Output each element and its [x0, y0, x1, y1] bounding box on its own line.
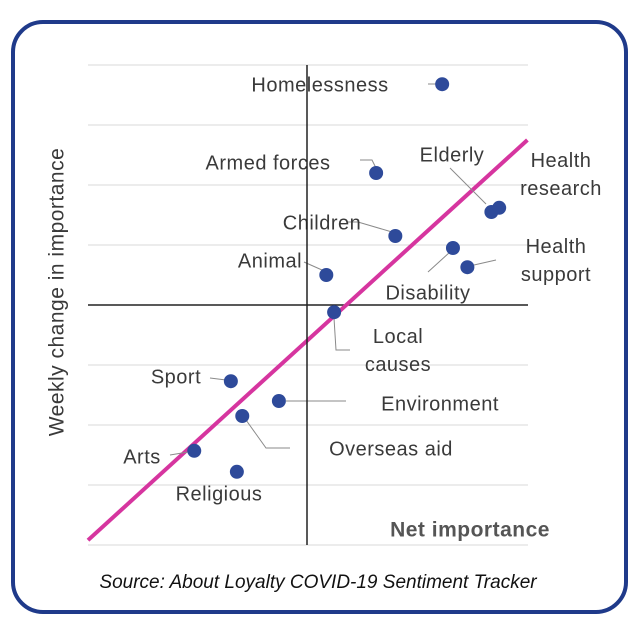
- point-label: Overseas aid: [329, 438, 453, 460]
- data-point: [492, 200, 507, 215]
- leader-line: [360, 159, 377, 169]
- leader-line: [333, 317, 350, 351]
- frame: [11, 20, 628, 614]
- point-label: Health support: [521, 236, 591, 286]
- leader-line: [348, 221, 393, 233]
- point-label: Animal: [238, 250, 302, 272]
- data-point: [369, 166, 384, 180]
- point-label: Disability: [385, 282, 470, 304]
- data-point: [460, 260, 475, 275]
- data-point: [229, 464, 244, 479]
- leader-line: [473, 259, 497, 266]
- plot-area: Homelessness Armed forces Elderly Health res…: [86, 64, 602, 546]
- leader-line: [449, 167, 487, 205]
- data-point: [271, 394, 286, 408]
- point-label: Religious: [176, 483, 263, 505]
- leader-line: [245, 419, 290, 449]
- data-point: [235, 409, 250, 423]
- point-label: Environment: [381, 393, 499, 415]
- data-point: [327, 305, 342, 320]
- leader-line: [209, 377, 227, 381]
- data-point: [319, 268, 334, 282]
- leader-line: [427, 251, 451, 273]
- point-label: Elderly: [420, 144, 485, 166]
- data-point: [223, 374, 238, 389]
- source-note: Source: About Loyalty COVID-19 Sentiment…: [99, 572, 537, 593]
- leader-line: [169, 451, 189, 456]
- point-label: Children: [283, 212, 361, 234]
- data-point: [388, 229, 403, 243]
- point-label: Health research: [520, 150, 602, 200]
- point-label: Local causes: [365, 326, 431, 376]
- data-point: [187, 443, 202, 458]
- point-label: Armed forces: [206, 152, 331, 174]
- point-label: Arts: [123, 446, 161, 468]
- point-label: Sport: [151, 366, 201, 388]
- data-point: [435, 77, 450, 92]
- point-label: Homelessness: [251, 74, 388, 96]
- x-axis-label: Net importance: [390, 519, 550, 542]
- y-axis-label: Weekly change in importance: [46, 148, 69, 437]
- data-point: [445, 241, 460, 255]
